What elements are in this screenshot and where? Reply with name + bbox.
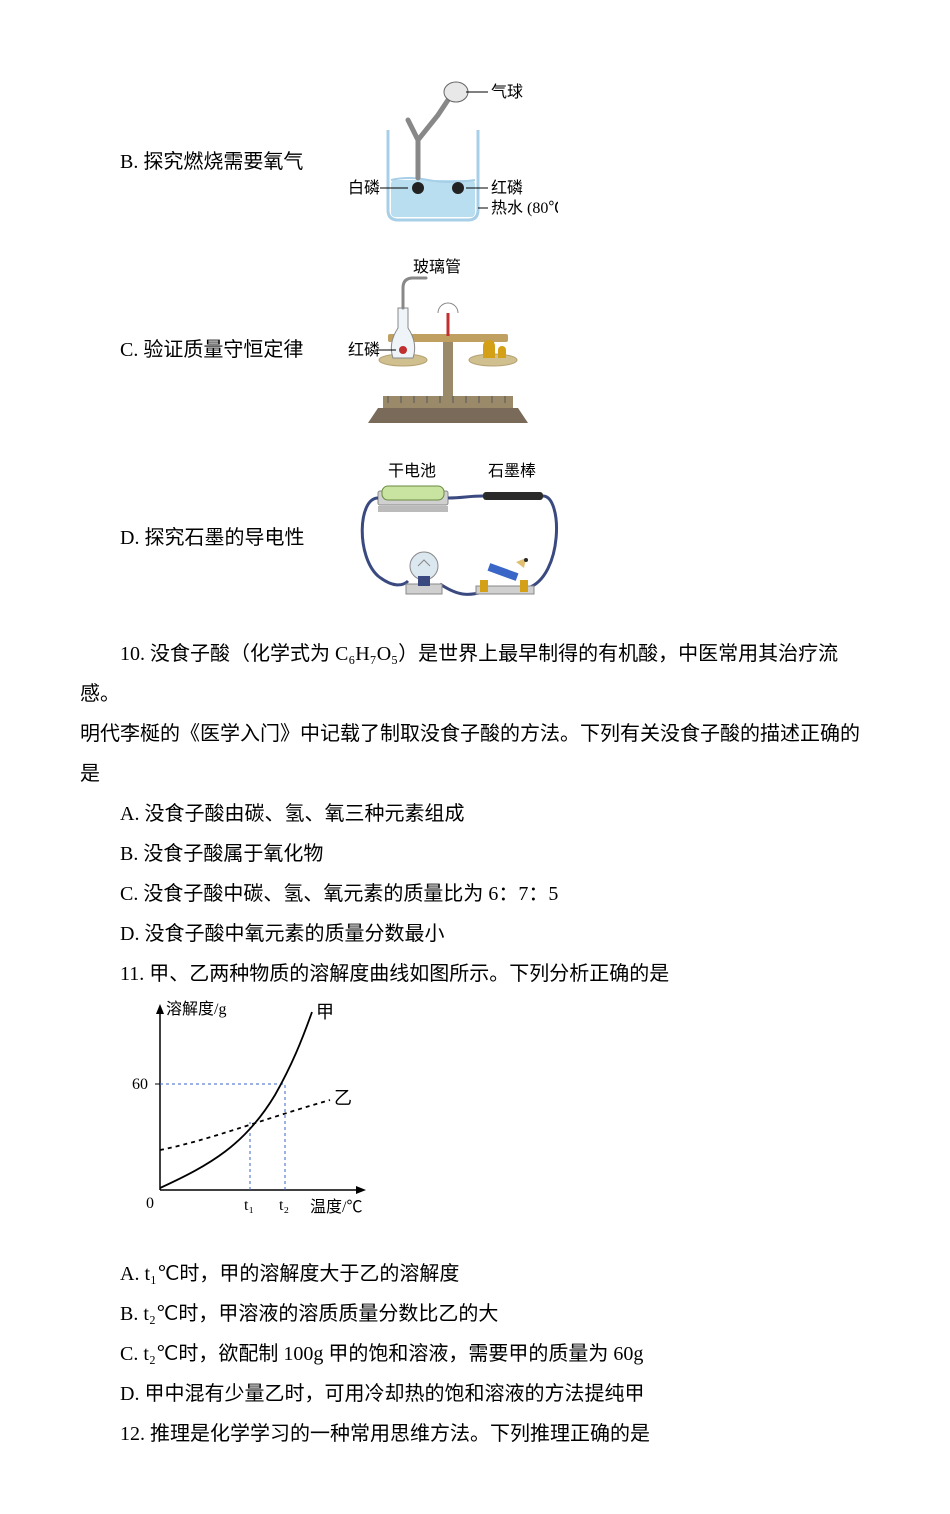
q12-intro: 12. 推理是化学学习的一种常用思维方法。下列推理正确的是 (120, 1414, 870, 1454)
q9-b-text: B. 探究燃烧需要氧气 (120, 142, 340, 182)
q10-c: C. 没食子酸中碳、氢、氧元素的质量比为 6：7：5 (120, 874, 870, 914)
svg-text:乙: 乙 (334, 1088, 352, 1108)
q9-b-diagram: 气球白磷 红磷热水 (80℃) (348, 80, 558, 244)
svg-text:石墨棒: 石墨棒 (488, 462, 536, 480)
q10-intro-line2: 明代李梴的《医学入门》中记载了制取没食子酸的方法。下列有关没食子酸的描述正确的是 (80, 714, 870, 794)
q11-intro: 11. 甲、乙两种物质的溶解度曲线如图所示。下列分析正确的是 (120, 954, 870, 994)
svg-text:红磷: 红磷 (348, 341, 380, 359)
svg-text:0: 0 (146, 1195, 154, 1212)
svg-text:温度/℃: 温度/℃ (310, 1198, 362, 1216)
svg-text:红磷: 红磷 (491, 179, 523, 197)
q11-d: D. 甲中混有少量乙时，可用冷却热的饱和溶液的方法提纯甲 (120, 1374, 870, 1414)
svg-text:干电池: 干电池 (388, 462, 436, 480)
q11-c: C. t₂℃时，欲配制 100g 甲的饱和溶液，需要甲的质量为 60g (120, 1334, 870, 1374)
q10-intro-line1: 10. 没食子酸（化学式为 C₆H₇O₅）是世界上最早制得的有机酸，中医常用其治… (80, 634, 870, 714)
q10-b: B. 没食子酸属于氧化物 (120, 834, 870, 874)
svg-text:气球: 气球 (491, 83, 523, 101)
q11-b: B. t₂℃时，甲溶液的溶质质量分数比乙的大 (120, 1294, 870, 1334)
svg-text:白磷: 白磷 (348, 179, 380, 197)
svg-text:甲: 甲 (316, 1002, 334, 1022)
q11-a: A. t₁℃时，甲的溶解度大于乙的溶解度 (120, 1254, 870, 1294)
q9-c-text: C. 验证质量守恒定律 (120, 330, 340, 370)
q9-d-diagram: 干电池 石墨棒 (348, 456, 568, 620)
q9-option-b: B. 探究燃烧需要氧气 气球白磷 红磷热水 (80℃) (120, 80, 870, 244)
q9-d-text: D. 探究石墨的导电性 (120, 518, 340, 558)
svg-text:溶解度/g: 溶解度/g (166, 1000, 226, 1018)
svg-text:t₁: t₁ (244, 1197, 254, 1214)
q9-option-d: D. 探究石墨的导电性 干电池 石墨棒 (120, 456, 870, 620)
q10-d: D. 没食子酸中氧元素的质量分数最小 (120, 914, 870, 954)
svg-text:60: 60 (132, 1076, 148, 1093)
svg-text:热水 (80℃): 热水 (80℃) (491, 199, 558, 217)
q9-option-c: C. 验证质量守恒定律 玻璃管红磷 (120, 258, 870, 442)
q10-a: A. 没食子酸由碳、氢、氧三种元素组成 (120, 794, 870, 834)
q9-c-diagram: 玻璃管红磷 (348, 258, 548, 442)
svg-text:t₂: t₂ (279, 1197, 289, 1214)
svg-text:玻璃管: 玻璃管 (413, 258, 461, 276)
q11-chart: 60 甲乙 溶解度/g 温度/℃ 0 t₁ t₂ (120, 1000, 870, 1244)
